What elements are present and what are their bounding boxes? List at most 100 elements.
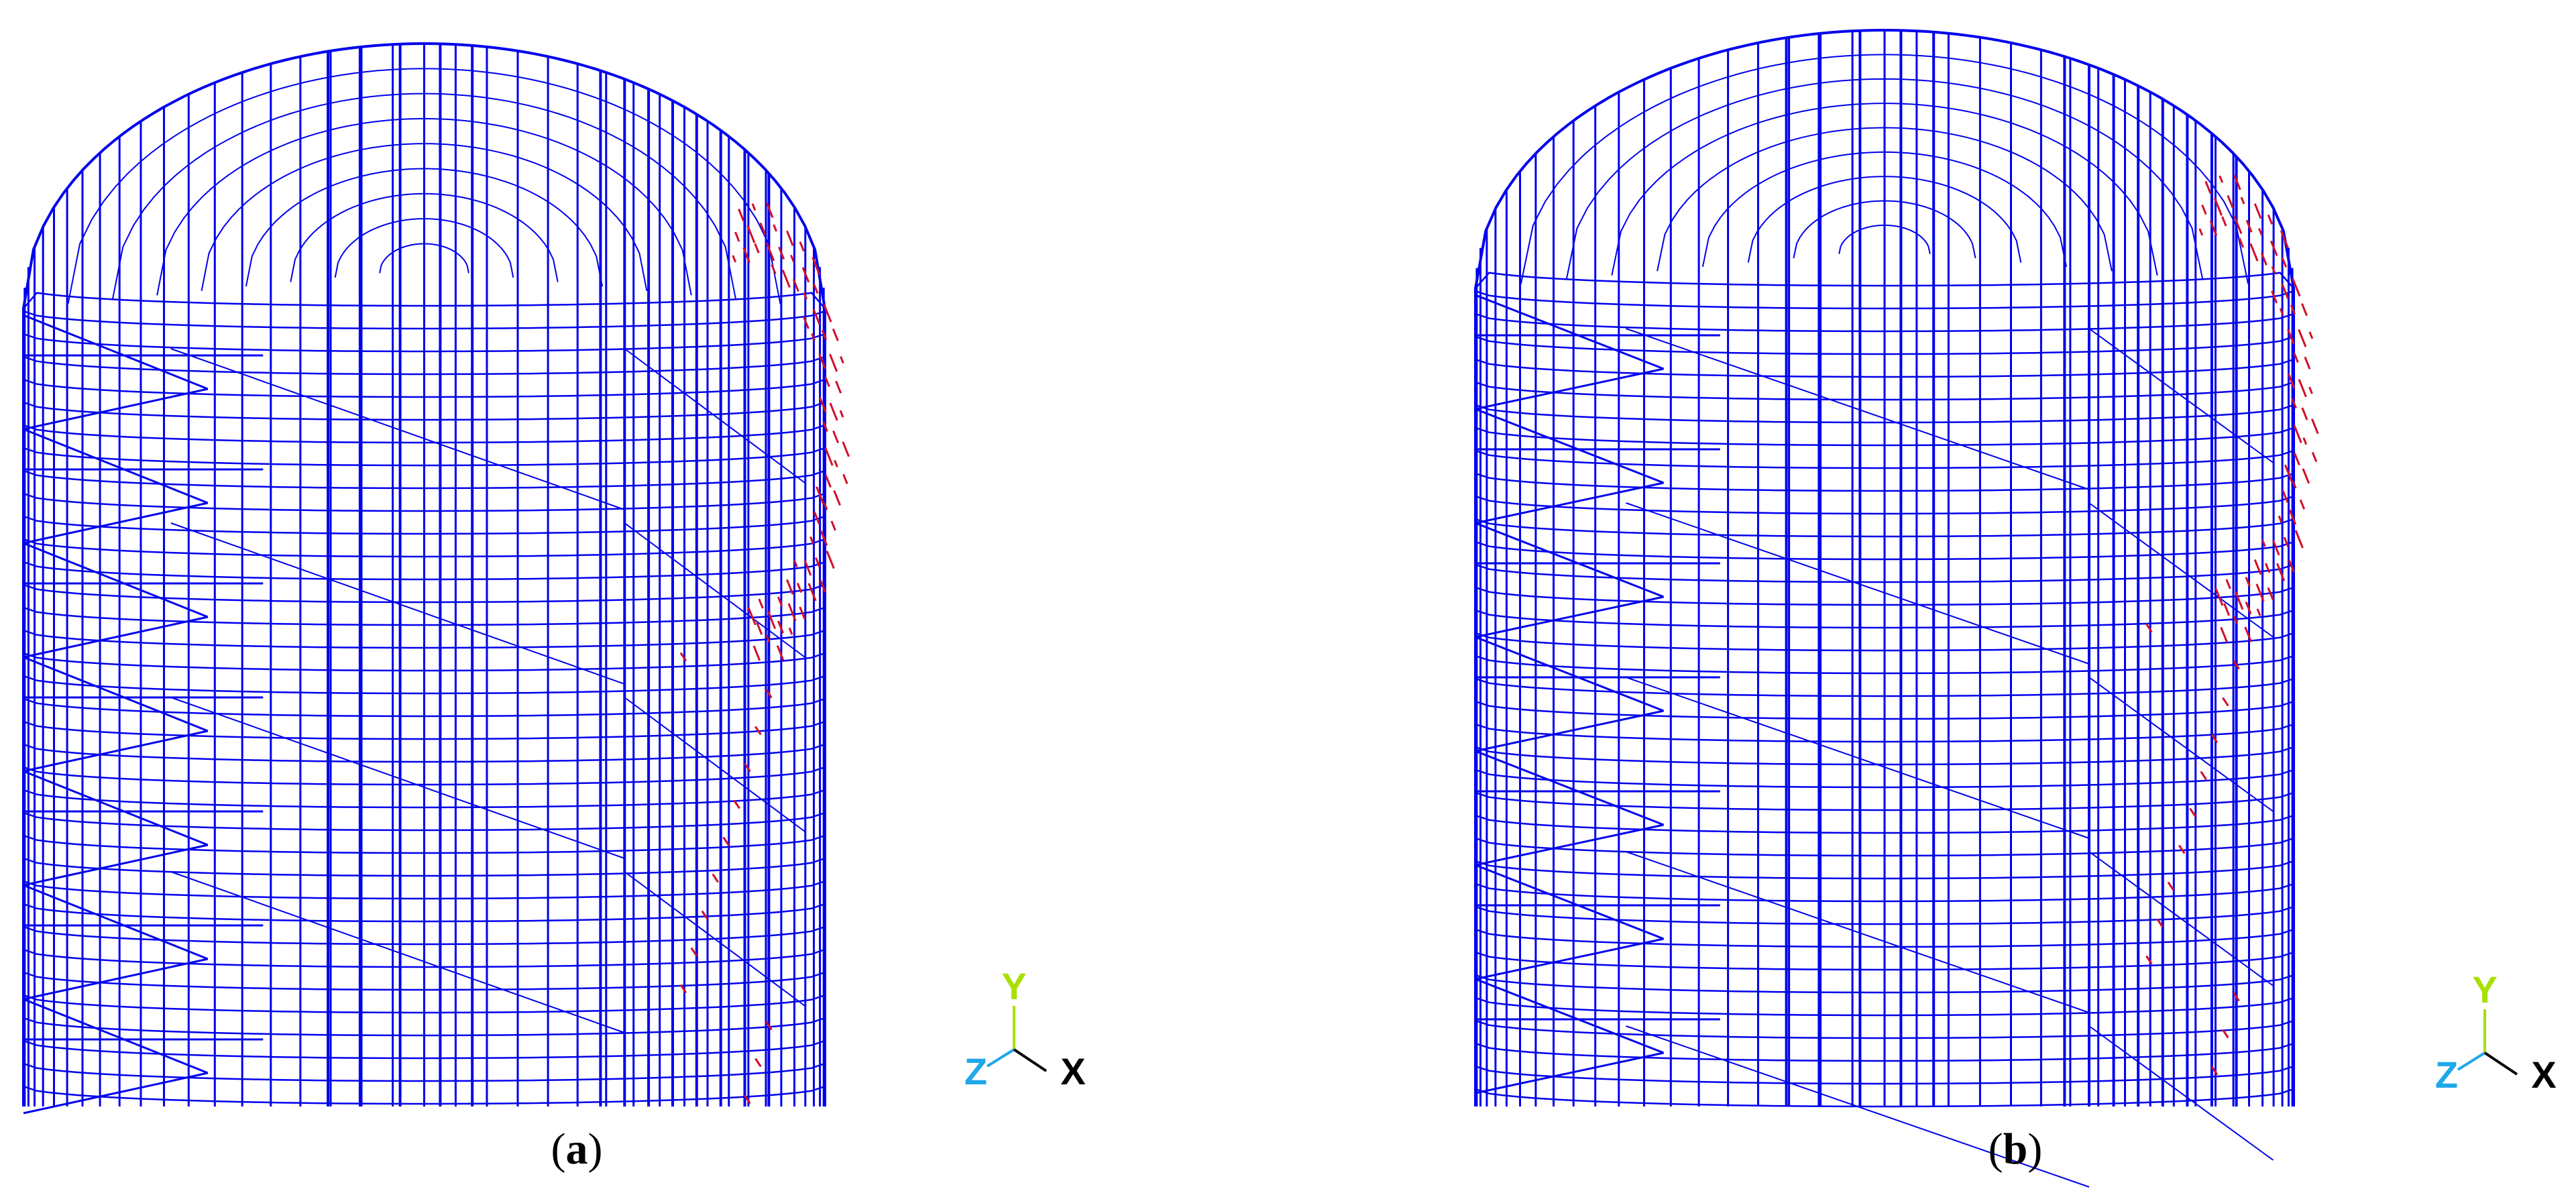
diagonal-line-b xyxy=(1475,408,1665,484)
diagonal-line-b xyxy=(1475,481,1664,524)
panel-a: Y Z X (a) xyxy=(22,42,1086,1174)
hoop-line-a xyxy=(23,333,826,353)
highlighted-elements-a xyxy=(679,203,850,1104)
highlighted-segment-a xyxy=(799,606,806,620)
hoop-line-b xyxy=(1475,518,2294,538)
highlighted-segment-a xyxy=(833,490,841,506)
highlighted-segment-b xyxy=(2225,579,2231,589)
highlighted-segment-a xyxy=(820,530,828,546)
hoop-line-b xyxy=(1475,837,2294,857)
hoop-line-b xyxy=(1475,791,2294,811)
cap-arc-b xyxy=(1657,127,2113,272)
hoop-line-b xyxy=(1475,427,2294,447)
diagonal-line-b xyxy=(1475,823,1664,866)
highlighted-segment-a xyxy=(796,583,803,593)
cap-arc-b xyxy=(1793,200,1976,259)
hoop-line-a xyxy=(23,720,826,740)
highlighted-segment-b xyxy=(2284,464,2294,483)
highlighted-segment-b xyxy=(2292,278,2301,297)
diagonal-line-a xyxy=(624,871,805,1007)
highlighted-segment-a xyxy=(819,579,826,593)
highlighted-segment-a xyxy=(839,410,844,418)
highlighted-segment-a xyxy=(816,486,825,505)
highlighted-segment-a xyxy=(793,559,798,568)
diagonal-line-a xyxy=(23,1072,209,1115)
highlighted-segment-b xyxy=(2308,386,2313,394)
hoop-line-b xyxy=(1475,746,2294,766)
highlighted-segment-a xyxy=(829,402,838,421)
highlighted-segment-b xyxy=(2255,583,2265,602)
z-axis-label-b: Z xyxy=(2435,1054,2458,1096)
hoop-line-a xyxy=(23,743,826,763)
highlighted-segment-a xyxy=(781,270,791,288)
diagonal-line-a xyxy=(624,522,805,658)
hoop-line-b xyxy=(1475,404,2294,424)
cylinder-mesh-b xyxy=(1474,28,2295,1188)
highlighted-segment-b xyxy=(2288,509,2297,525)
highlighted-segment-a xyxy=(759,222,767,235)
highlighted-segment-b xyxy=(2209,220,2218,236)
highlighted-segment-b xyxy=(2233,616,2238,624)
highlighted-segment-b xyxy=(2227,194,2234,208)
highlighted-segment-a xyxy=(701,910,709,920)
hoop-line-b xyxy=(1475,563,2294,583)
highlighted-segment-b xyxy=(2240,196,2245,205)
highlighted-segment-b xyxy=(2198,228,2204,236)
highlighted-segment-b xyxy=(2292,481,2297,489)
highlighted-segment-b xyxy=(2299,499,2306,510)
diagonal-line-b xyxy=(1475,709,1664,752)
hoop-line-b xyxy=(1475,928,2294,948)
highlighted-segment-b xyxy=(2267,587,2274,600)
highlighted-segment-a xyxy=(751,203,757,211)
highlighted-segment-b xyxy=(2271,290,2278,304)
highlighted-segment-b xyxy=(2238,237,2245,248)
highlighted-segment-b xyxy=(2302,437,2308,445)
diagonal-line-a xyxy=(23,656,209,732)
hoop-line-a xyxy=(23,447,826,467)
diagonal-line-a xyxy=(23,998,209,1074)
diagonal-line-a xyxy=(624,697,805,832)
highlighted-segment-a xyxy=(823,502,828,510)
highlighted-segment-b xyxy=(2304,356,2311,370)
hoop-line-b xyxy=(1475,814,2294,834)
highlighted-segment-b xyxy=(2200,771,2207,781)
x-axis-label-b: X xyxy=(2531,1054,2556,1096)
highlighted-segment-b xyxy=(2245,577,2251,587)
hoop-line-b xyxy=(1475,1042,2294,1062)
highlighted-segment-b xyxy=(2261,539,2266,547)
hoop-line-a xyxy=(23,834,826,854)
highlighted-segment-a xyxy=(733,799,740,809)
highlighted-segment-b xyxy=(2288,559,2295,573)
diagonal-line-b xyxy=(1475,294,1665,370)
axis-triad-b: Y Z X xyxy=(2435,968,2557,1096)
highlighted-segment-b xyxy=(2235,591,2244,610)
highlighted-segment-a xyxy=(824,376,830,388)
cap-arc-a xyxy=(290,192,559,282)
z-axis-line-a xyxy=(986,1048,1015,1068)
highlighted-segment-a xyxy=(778,246,785,260)
highlighted-segment-a xyxy=(815,557,821,568)
highlighted-segment-b xyxy=(2204,180,2212,194)
highlighted-segment-b xyxy=(2233,660,2240,670)
highlighted-segment-a xyxy=(813,283,819,294)
highlighted-segment-b xyxy=(2301,407,2308,420)
highlighted-segment-a xyxy=(832,328,839,341)
highlighted-segment-a xyxy=(765,689,773,699)
diagonal-line-a xyxy=(23,770,209,846)
hoop-line-a xyxy=(23,789,826,809)
hoop-line-b xyxy=(1475,860,2294,880)
highlighted-segment-b xyxy=(2260,252,2267,266)
z-axis-label-a: Z xyxy=(964,1050,987,1092)
hoop-line-a xyxy=(23,948,826,968)
highlighted-segment-b xyxy=(2145,623,2153,633)
highlighted-segment-b xyxy=(2222,697,2229,707)
hoop-line-a xyxy=(23,811,826,832)
highlighted-segment-a xyxy=(766,243,775,262)
highlighted-segment-b xyxy=(2210,1066,2219,1076)
hoop-line-a xyxy=(23,766,826,786)
highlighted-segment-a xyxy=(765,1021,773,1031)
hoop-line-b xyxy=(1475,974,2294,994)
diagonal-line-a xyxy=(23,730,209,773)
diagonal-line-b xyxy=(1626,502,2090,665)
hoop-line-b xyxy=(1475,632,2294,652)
